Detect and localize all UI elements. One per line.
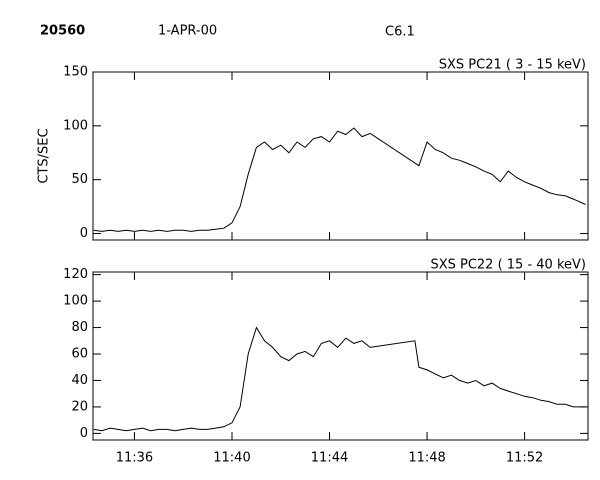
x-tick-label: 11:36 [116, 451, 153, 466]
y-tick-label: 80 [71, 320, 88, 335]
header-id: 20560 [40, 24, 85, 39]
x-tick-label: 11:52 [506, 451, 543, 466]
y-tick-label: 150 [63, 65, 88, 80]
y-tick-label: 100 [63, 118, 88, 133]
plot-frame [92, 71, 589, 241]
y-tick-label: 0 [80, 226, 88, 241]
data-line [93, 326, 586, 432]
data-line [93, 127, 586, 232]
y-tick-label: 120 [63, 267, 88, 282]
x-tick-label: 11:44 [311, 451, 348, 466]
x-tick-label: 11:48 [408, 451, 445, 466]
y-tick-label: 60 [71, 347, 88, 362]
y-tick-label: 100 [63, 294, 88, 309]
panel-title: SXS PC22 ( 15 - 40 keV) [430, 258, 586, 273]
panel-title: SXS PC21 ( 3 - 15 keV) [439, 58, 586, 73]
x-tick-label: 11:40 [213, 451, 250, 466]
y-tick-label: 20 [71, 399, 88, 414]
y-tick-label: 0 [80, 426, 88, 441]
y-axis-label: CTS/SEC [37, 128, 52, 183]
plot-frame [92, 271, 589, 441]
y-tick-label: 40 [71, 373, 88, 388]
y-tick-label: 50 [71, 172, 88, 187]
header-date: 1-APR-00 [158, 24, 217, 39]
header-class: C6.1 [385, 25, 415, 40]
